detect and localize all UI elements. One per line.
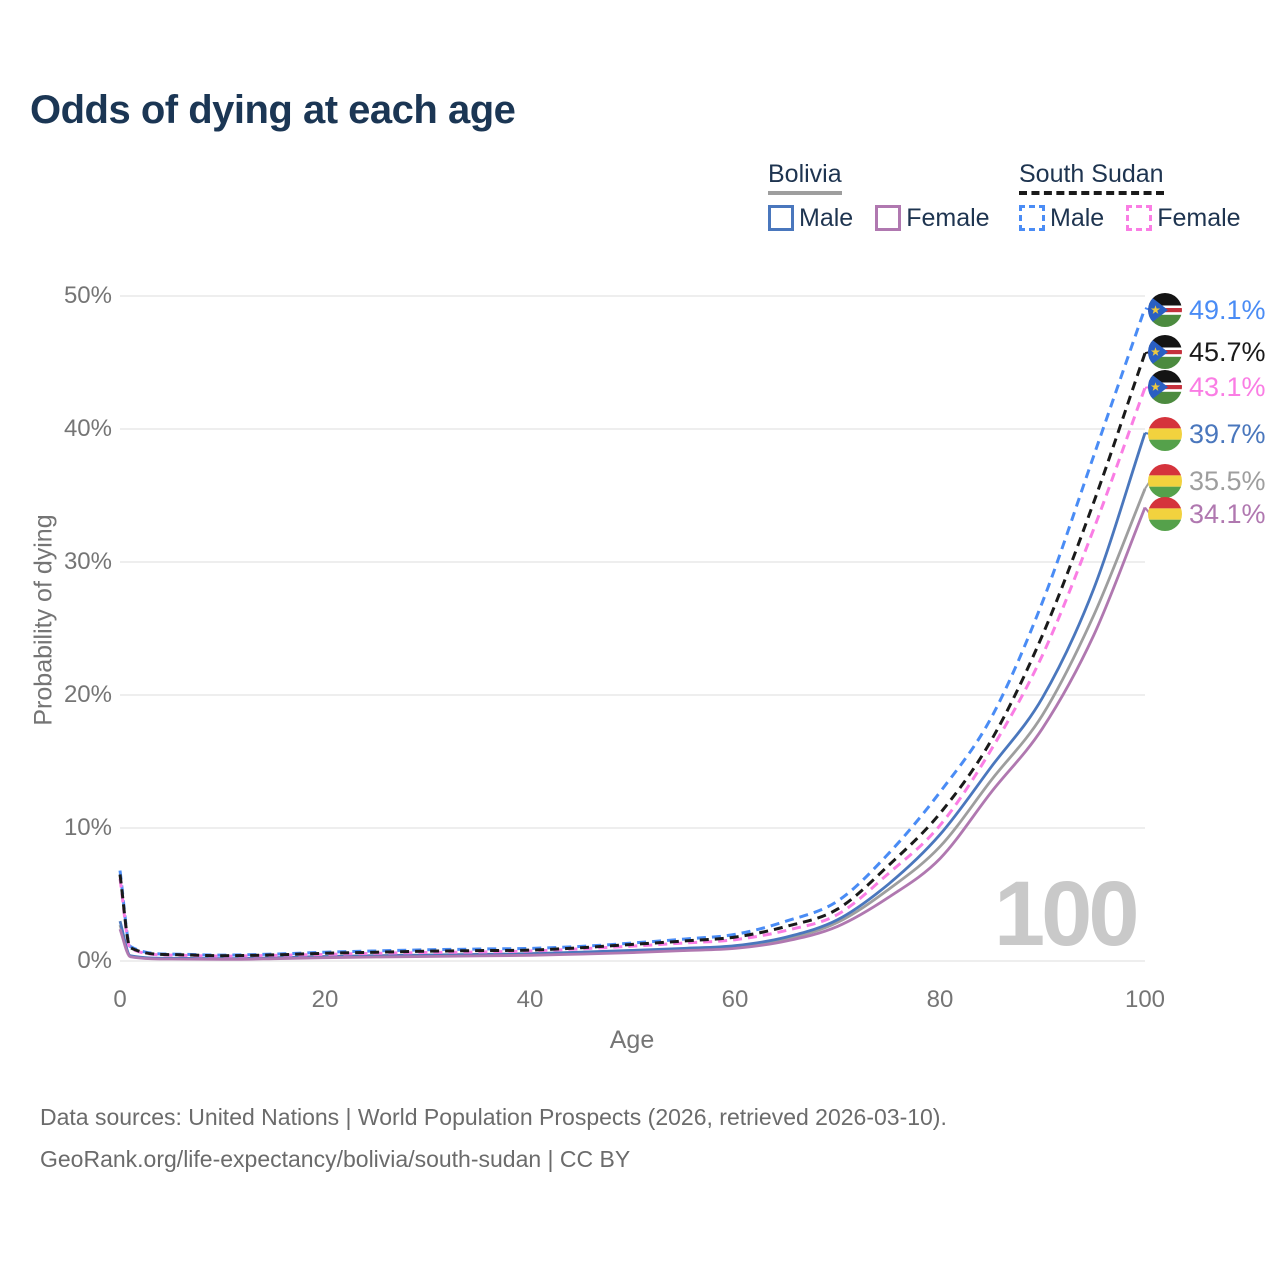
legend-item-bolivia-female[interactable]: Female bbox=[875, 203, 990, 233]
south-sudan-flag-icon bbox=[1148, 335, 1182, 369]
series-line-south-sudan-female bbox=[118, 387, 1147, 958]
x-axis-title: Age bbox=[609, 1026, 655, 1054]
x-tick-label: 20 bbox=[311, 986, 339, 1013]
legend-item-label: Male bbox=[1050, 203, 1105, 232]
south-sudan-flag-icon bbox=[1148, 370, 1182, 404]
end-label-row-south-sudan[interactable]: 45.7% bbox=[1148, 335, 1266, 369]
attribution-text: GeoRank.org/life-expectancy/bolivia/sout… bbox=[40, 1146, 631, 1172]
legend-item-south-sudan-female[interactable]: Female bbox=[1126, 203, 1241, 233]
legend-swatch-icon bbox=[1126, 205, 1153, 232]
y-tick-label: 20% bbox=[63, 681, 112, 708]
end-label-row-bolivia-female[interactable]: 34.1% bbox=[1148, 497, 1266, 531]
legend-group-title-south-sudan: South Sudan bbox=[1019, 160, 1164, 195]
end-label-value: 45.7% bbox=[1189, 336, 1266, 367]
legend-item-bolivia-male[interactable]: Male bbox=[768, 204, 853, 233]
end-label-row-bolivia[interactable]: 35.5% bbox=[1148, 464, 1266, 498]
legend-items-bolivia: Male Female bbox=[768, 204, 990, 233]
legend-swatch-icon bbox=[1019, 205, 1045, 232]
south-sudan-flag-icon bbox=[1148, 293, 1182, 327]
series-line-bolivia-female bbox=[118, 506, 1147, 961]
legend-item-south-sudan-male[interactable]: Male bbox=[1019, 204, 1104, 233]
end-label-value: 35.5% bbox=[1189, 465, 1266, 496]
y-tick-label: 40% bbox=[63, 415, 112, 442]
y-tick-label: 10% bbox=[63, 814, 112, 841]
x-tick-label: 80 bbox=[926, 986, 954, 1013]
end-label-row-south-sudan-male[interactable]: 49.1% bbox=[1148, 293, 1266, 327]
legend-group-south-sudan: South Sudan Male Female bbox=[1019, 160, 1241, 233]
y-tick-label: 30% bbox=[63, 548, 112, 575]
end-label-value: 34.1% bbox=[1189, 498, 1266, 529]
legend-group-title-bolivia: Bolivia bbox=[768, 160, 842, 195]
series-line-bolivia bbox=[118, 488, 1147, 961]
series-line-bolivia-male bbox=[118, 432, 1147, 961]
bolivia-flag-icon bbox=[1148, 417, 1182, 451]
end-label-value: 43.1% bbox=[1189, 371, 1266, 402]
end-label-row-bolivia-male[interactable]: 39.7% bbox=[1148, 417, 1266, 451]
y-axis-title: Probability of dying bbox=[29, 514, 58, 726]
x-tick-label: 0 bbox=[113, 986, 127, 1013]
legend-items-south-sudan: Male Female bbox=[1019, 204, 1241, 233]
bolivia-flag-icon bbox=[1148, 464, 1182, 498]
x-tick-label: 100 bbox=[1124, 986, 1166, 1013]
legend-group-bolivia: Bolivia Male Female bbox=[768, 160, 990, 233]
x-tick-label: 60 bbox=[721, 986, 749, 1013]
data-sources-text: Data sources: United Nations | World Pop… bbox=[40, 1104, 947, 1130]
legend-item-label: Female bbox=[1157, 203, 1241, 232]
end-label-value: 39.7% bbox=[1189, 418, 1266, 449]
legend-item-label: Male bbox=[799, 203, 854, 232]
age-watermark: 100 bbox=[994, 863, 1139, 965]
page-title: Odds of dying at each age bbox=[30, 88, 516, 132]
y-tick-label: 50% bbox=[63, 282, 112, 309]
series-line-south-sudan-male bbox=[118, 307, 1147, 957]
end-label-value: 49.1% bbox=[1189, 294, 1266, 325]
legend-item-label: Female bbox=[906, 203, 990, 232]
legend-swatch-icon bbox=[875, 205, 902, 232]
end-label-row-south-sudan-female[interactable]: 43.1% bbox=[1148, 370, 1266, 404]
x-tick-label: 40 bbox=[516, 986, 544, 1013]
legend-swatch-icon bbox=[768, 205, 794, 232]
series-line-south-sudan bbox=[118, 352, 1147, 958]
y-tick-label: 0% bbox=[77, 947, 112, 974]
bolivia-flag-icon bbox=[1148, 497, 1182, 531]
